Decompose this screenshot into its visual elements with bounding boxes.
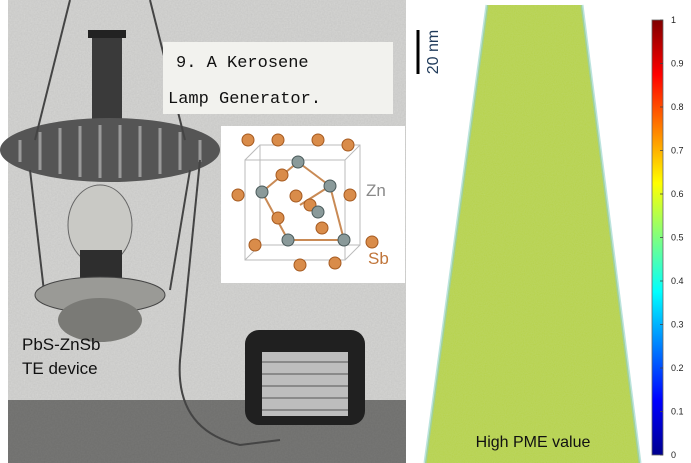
crystal-inset: Zn Sb: [221, 126, 405, 283]
tick-label: 0: [671, 450, 676, 460]
tick-label: 0.7: [671, 146, 684, 156]
tick-label: 0.8: [671, 102, 684, 112]
page: 9. A Kerosene Lamp Generator. PbS-ZnSb T…: [0, 0, 691, 463]
scale-label: 20 nm: [425, 30, 442, 74]
tick-label: 0.1: [671, 407, 684, 417]
figure: 9. A Kerosene Lamp Generator. PbS-ZnSb T…: [0, 0, 691, 463]
tick-label: 0.5: [671, 233, 684, 243]
device-label: PbS-ZnSb: [22, 335, 100, 354]
volume-label: High PME value: [476, 434, 591, 451]
caption: 9. A Kerosene: [176, 54, 309, 73]
device-label: TE device: [22, 359, 98, 378]
caption: Lamp Generator.: [168, 90, 321, 109]
atom-label: Sb: [368, 249, 389, 268]
tick-label: 0.2: [671, 363, 684, 373]
atom-label: Zn: [366, 181, 386, 200]
tick-label: 0.9: [671, 59, 684, 69]
reconstruction: 20 nm High PME value: [418, 5, 640, 463]
tick-label: 0.6: [671, 189, 684, 199]
tick-label: 0.3: [671, 320, 684, 330]
colorbar: 0 0.1 0.2 0.3 0.4 0.5 0.6 0.7 0.8 0.9 1: [652, 15, 684, 460]
tick-label: 1: [671, 15, 676, 25]
tick-label: 0.4: [671, 276, 684, 286]
